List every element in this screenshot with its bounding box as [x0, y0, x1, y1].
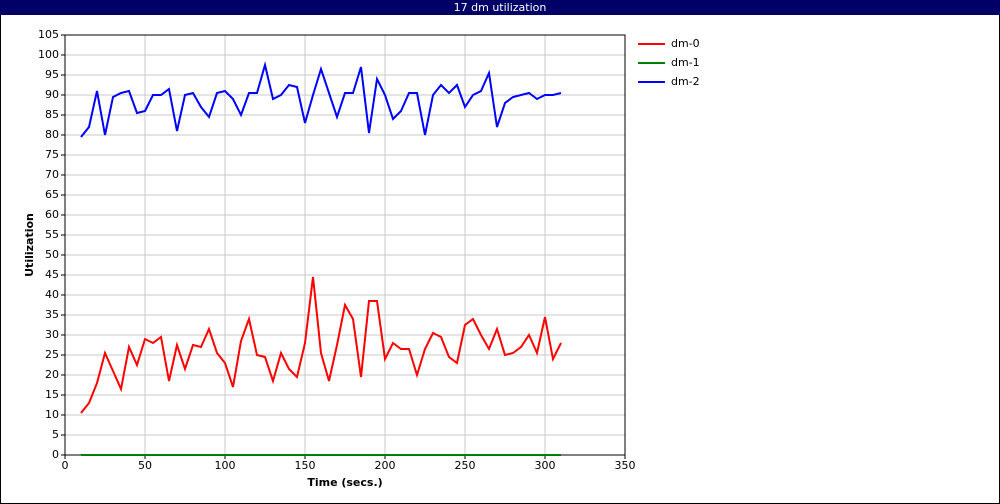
x-tick-label: 150: [295, 459, 316, 472]
y-tick-label: 60: [45, 208, 59, 221]
y-tick-label: 10: [45, 408, 59, 421]
y-tick-label: 75: [45, 148, 59, 161]
y-tick-label: 0: [52, 448, 59, 461]
legend-label: dm-1: [671, 56, 700, 69]
data-line: [80, 61, 562, 138]
x-tick-label: 200: [375, 459, 396, 472]
y-tick-label: 45: [45, 268, 59, 281]
y-tick-label: 80: [45, 128, 59, 141]
y-tick-label: 20: [45, 368, 59, 381]
legend-label: dm-2: [671, 75, 700, 88]
y-tick-label: 65: [45, 188, 59, 201]
y-axis-label: Utilization: [23, 213, 36, 277]
x-axis-label: Time (secs.): [307, 476, 382, 489]
data-line: [80, 276, 562, 414]
y-tick-label: 50: [45, 248, 59, 261]
x-tick-label: 0: [62, 459, 69, 472]
y-tick-label: 95: [45, 68, 59, 81]
legend-label: dm-0: [671, 37, 700, 50]
y-tick-label: 15: [45, 388, 59, 401]
y-tick-label: 5: [52, 428, 59, 441]
y-tick-label: 90: [45, 88, 59, 101]
x-tick-label: 250: [455, 459, 476, 472]
y-tick-label: 40: [45, 288, 59, 301]
y-tick-label: 30: [45, 328, 59, 341]
y-tick-label: 25: [45, 348, 59, 361]
y-tick-label: 105: [38, 28, 59, 41]
x-tick-label: 50: [138, 459, 152, 472]
y-tick-label: 55: [45, 228, 59, 241]
y-tick-label: 35: [45, 308, 59, 321]
x-tick-label: 300: [535, 459, 556, 472]
y-tick-label: 85: [45, 108, 59, 121]
title-bar: [0, 0, 1000, 15]
x-tick-label: 350: [615, 459, 636, 472]
chart-title: 17 dm utilization: [454, 1, 547, 14]
y-tick-label: 70: [45, 168, 59, 181]
y-tick-label: 100: [38, 48, 59, 61]
x-tick-label: 100: [215, 459, 236, 472]
